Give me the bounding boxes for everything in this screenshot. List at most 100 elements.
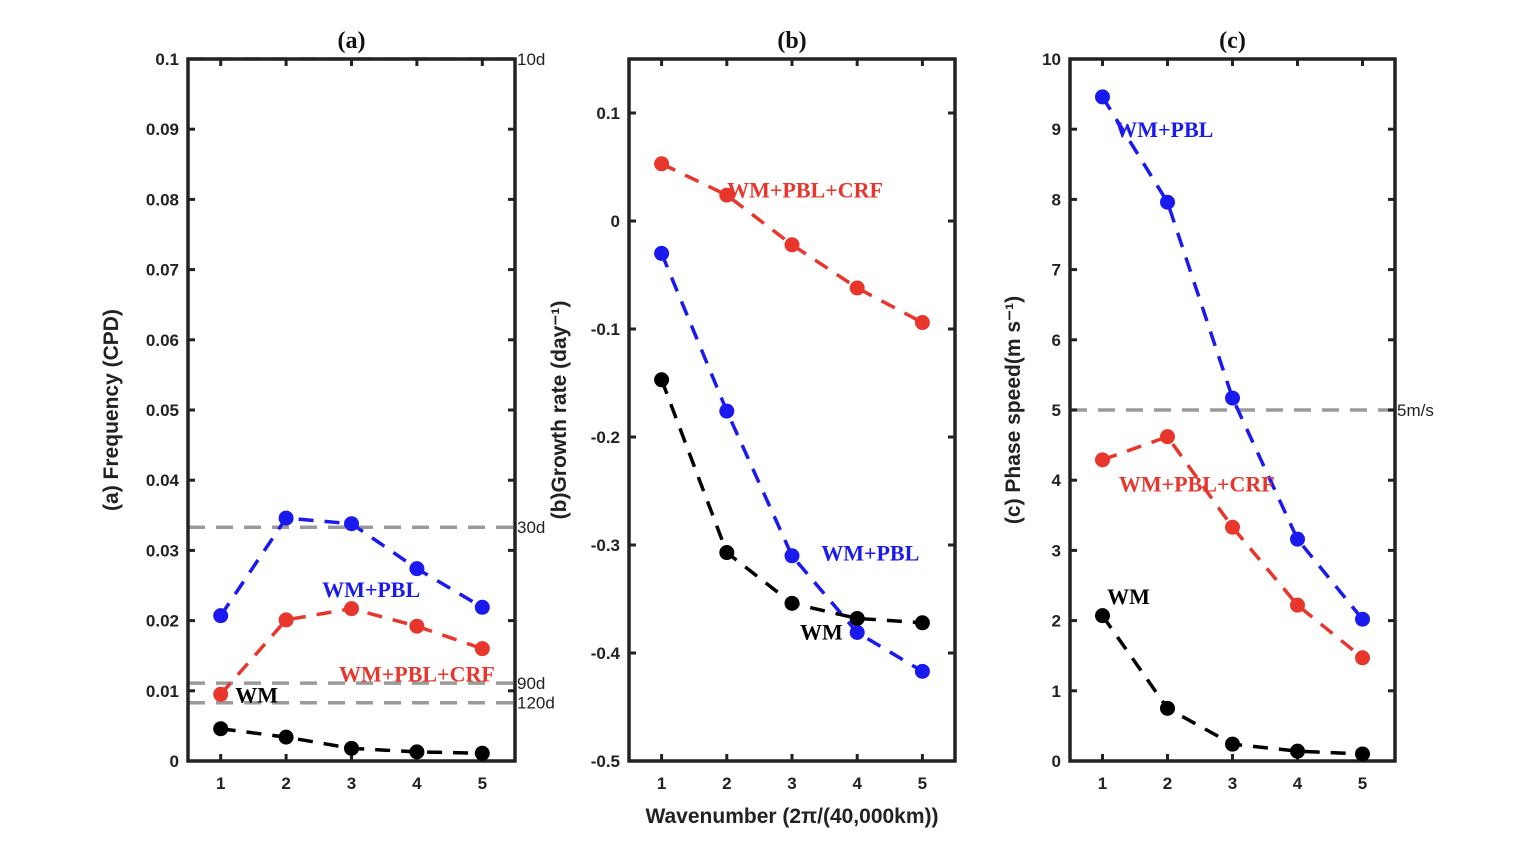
data-point bbox=[1355, 611, 1370, 627]
y-axis-title: (c) Phase speed(m s⁻¹) bbox=[1002, 296, 1025, 524]
reference-line-label: 10d bbox=[517, 50, 545, 69]
y-tick-label: 3 bbox=[1052, 541, 1061, 560]
x-tick-label: 2 bbox=[281, 774, 290, 793]
series-wm-pbl-crf bbox=[213, 601, 490, 702]
series-annotation: WM+PBL+CRF bbox=[339, 661, 495, 686]
data-point bbox=[213, 686, 229, 702]
y-tick-label: 0.05 bbox=[146, 401, 179, 420]
data-point bbox=[1290, 743, 1305, 759]
x-axis-title: Wavenumber (2π/(40,000km)) bbox=[645, 805, 938, 828]
data-point bbox=[278, 612, 294, 628]
x-tick-label: 3 bbox=[1228, 774, 1237, 793]
reference-line-label: 30d bbox=[517, 518, 545, 537]
data-point bbox=[654, 245, 670, 261]
y-tick-label: 5 bbox=[1052, 401, 1061, 420]
data-point bbox=[719, 187, 735, 203]
data-point bbox=[784, 548, 800, 564]
data-point bbox=[1355, 650, 1370, 666]
y-tick-label: 7 bbox=[1052, 261, 1061, 280]
reference-line-label: 5m/s bbox=[1397, 401, 1434, 420]
data-point bbox=[1095, 89, 1110, 105]
panel-title: (b) bbox=[777, 28, 806, 54]
y-tick-label: 10 bbox=[1042, 50, 1061, 69]
x-tick-label: 4 bbox=[412, 774, 422, 793]
data-point bbox=[719, 403, 735, 419]
series-wm-pbl bbox=[1095, 89, 1370, 627]
data-point bbox=[1095, 608, 1110, 624]
x-tick-label: 1 bbox=[657, 774, 666, 793]
axes-frame bbox=[186, 57, 517, 763]
panel-c: 5m/s 0 1 2 3 4 5 6 7 8 9 10 1 2 3 4 5 WM+PBL WM+PBL+CRF WM (… bbox=[1002, 28, 1434, 793]
series-wm-pbl bbox=[654, 245, 930, 679]
series-annotation: WM+PBL+CRF bbox=[727, 178, 883, 203]
y-tick-label: -0.2 bbox=[591, 428, 620, 447]
data-point bbox=[1160, 194, 1175, 210]
data-point bbox=[849, 624, 865, 640]
y-tick-label: 0.03 bbox=[146, 541, 179, 560]
data-point bbox=[1225, 736, 1240, 752]
x-tick-label: 4 bbox=[852, 774, 862, 793]
data-point bbox=[1225, 519, 1240, 535]
y-tick-label: 6 bbox=[1052, 331, 1061, 350]
data-point bbox=[1355, 746, 1370, 762]
data-point bbox=[474, 599, 490, 615]
data-point bbox=[914, 663, 930, 679]
series-wm-pbl bbox=[213, 510, 490, 624]
y-tick-label: 0.09 bbox=[146, 120, 179, 139]
data-point bbox=[344, 740, 359, 756]
series-wm-pbl-crf bbox=[1095, 429, 1370, 666]
y-tick-label: -0.5 bbox=[591, 752, 620, 771]
data-point bbox=[474, 641, 490, 657]
series-line bbox=[659, 379, 923, 625]
y-tick-label: 0.01 bbox=[146, 682, 179, 701]
y-tick-label: 4 bbox=[1052, 471, 1062, 490]
x-tick-label: 1 bbox=[216, 774, 225, 793]
y-tick-label: 1 bbox=[1052, 682, 1061, 701]
y-tick-label: 0 bbox=[1052, 752, 1061, 771]
data-point bbox=[1160, 429, 1175, 445]
data-point bbox=[213, 608, 229, 624]
series-annotation: WM bbox=[800, 619, 843, 644]
data-point bbox=[654, 156, 670, 172]
series-line bbox=[659, 252, 924, 673]
data-point bbox=[409, 618, 425, 634]
y-tick-label: 0 bbox=[170, 752, 179, 771]
x-tick-label: 1 bbox=[1098, 774, 1107, 793]
data-point bbox=[784, 595, 800, 611]
y-tick-label: 0.1 bbox=[596, 104, 620, 123]
axes-frame bbox=[1068, 57, 1397, 763]
data-point bbox=[409, 561, 425, 577]
series-line bbox=[1101, 614, 1363, 756]
series-annotation: WM bbox=[1107, 584, 1150, 609]
x-tick-label: 3 bbox=[787, 774, 796, 793]
series-wm bbox=[654, 372, 930, 631]
y-tick-label: 0 bbox=[611, 212, 620, 231]
x-tick-label: 3 bbox=[347, 774, 356, 793]
series-annotation: WM+PBL bbox=[322, 577, 420, 602]
y-tick-label: 8 bbox=[1052, 190, 1061, 209]
y-tick-label: 9 bbox=[1052, 120, 1061, 139]
axes-frame bbox=[627, 57, 957, 763]
series-line bbox=[1101, 434, 1364, 660]
data-point bbox=[344, 516, 359, 532]
x-tick-label: 2 bbox=[722, 774, 731, 793]
x-tick-label: 2 bbox=[1163, 774, 1172, 793]
data-point bbox=[654, 372, 670, 388]
series-annotation: WM+PBL bbox=[821, 541, 919, 566]
data-point bbox=[409, 744, 425, 760]
panel-title: (a) bbox=[338, 28, 366, 54]
y-tick-label: 0.04 bbox=[146, 471, 180, 490]
data-point bbox=[278, 510, 294, 526]
y-tick-label: -0.3 bbox=[591, 536, 620, 555]
data-point bbox=[1290, 531, 1305, 547]
y-tick-label: 0.08 bbox=[146, 190, 179, 209]
x-tick-label: 5 bbox=[918, 774, 927, 793]
data-point bbox=[1225, 390, 1240, 406]
data-point bbox=[1160, 700, 1175, 716]
reference-line-label: 90d bbox=[517, 674, 545, 693]
y-tick-label: 0.06 bbox=[146, 331, 179, 350]
series-wm-pbl-crf bbox=[654, 156, 930, 331]
data-point bbox=[1095, 452, 1110, 468]
